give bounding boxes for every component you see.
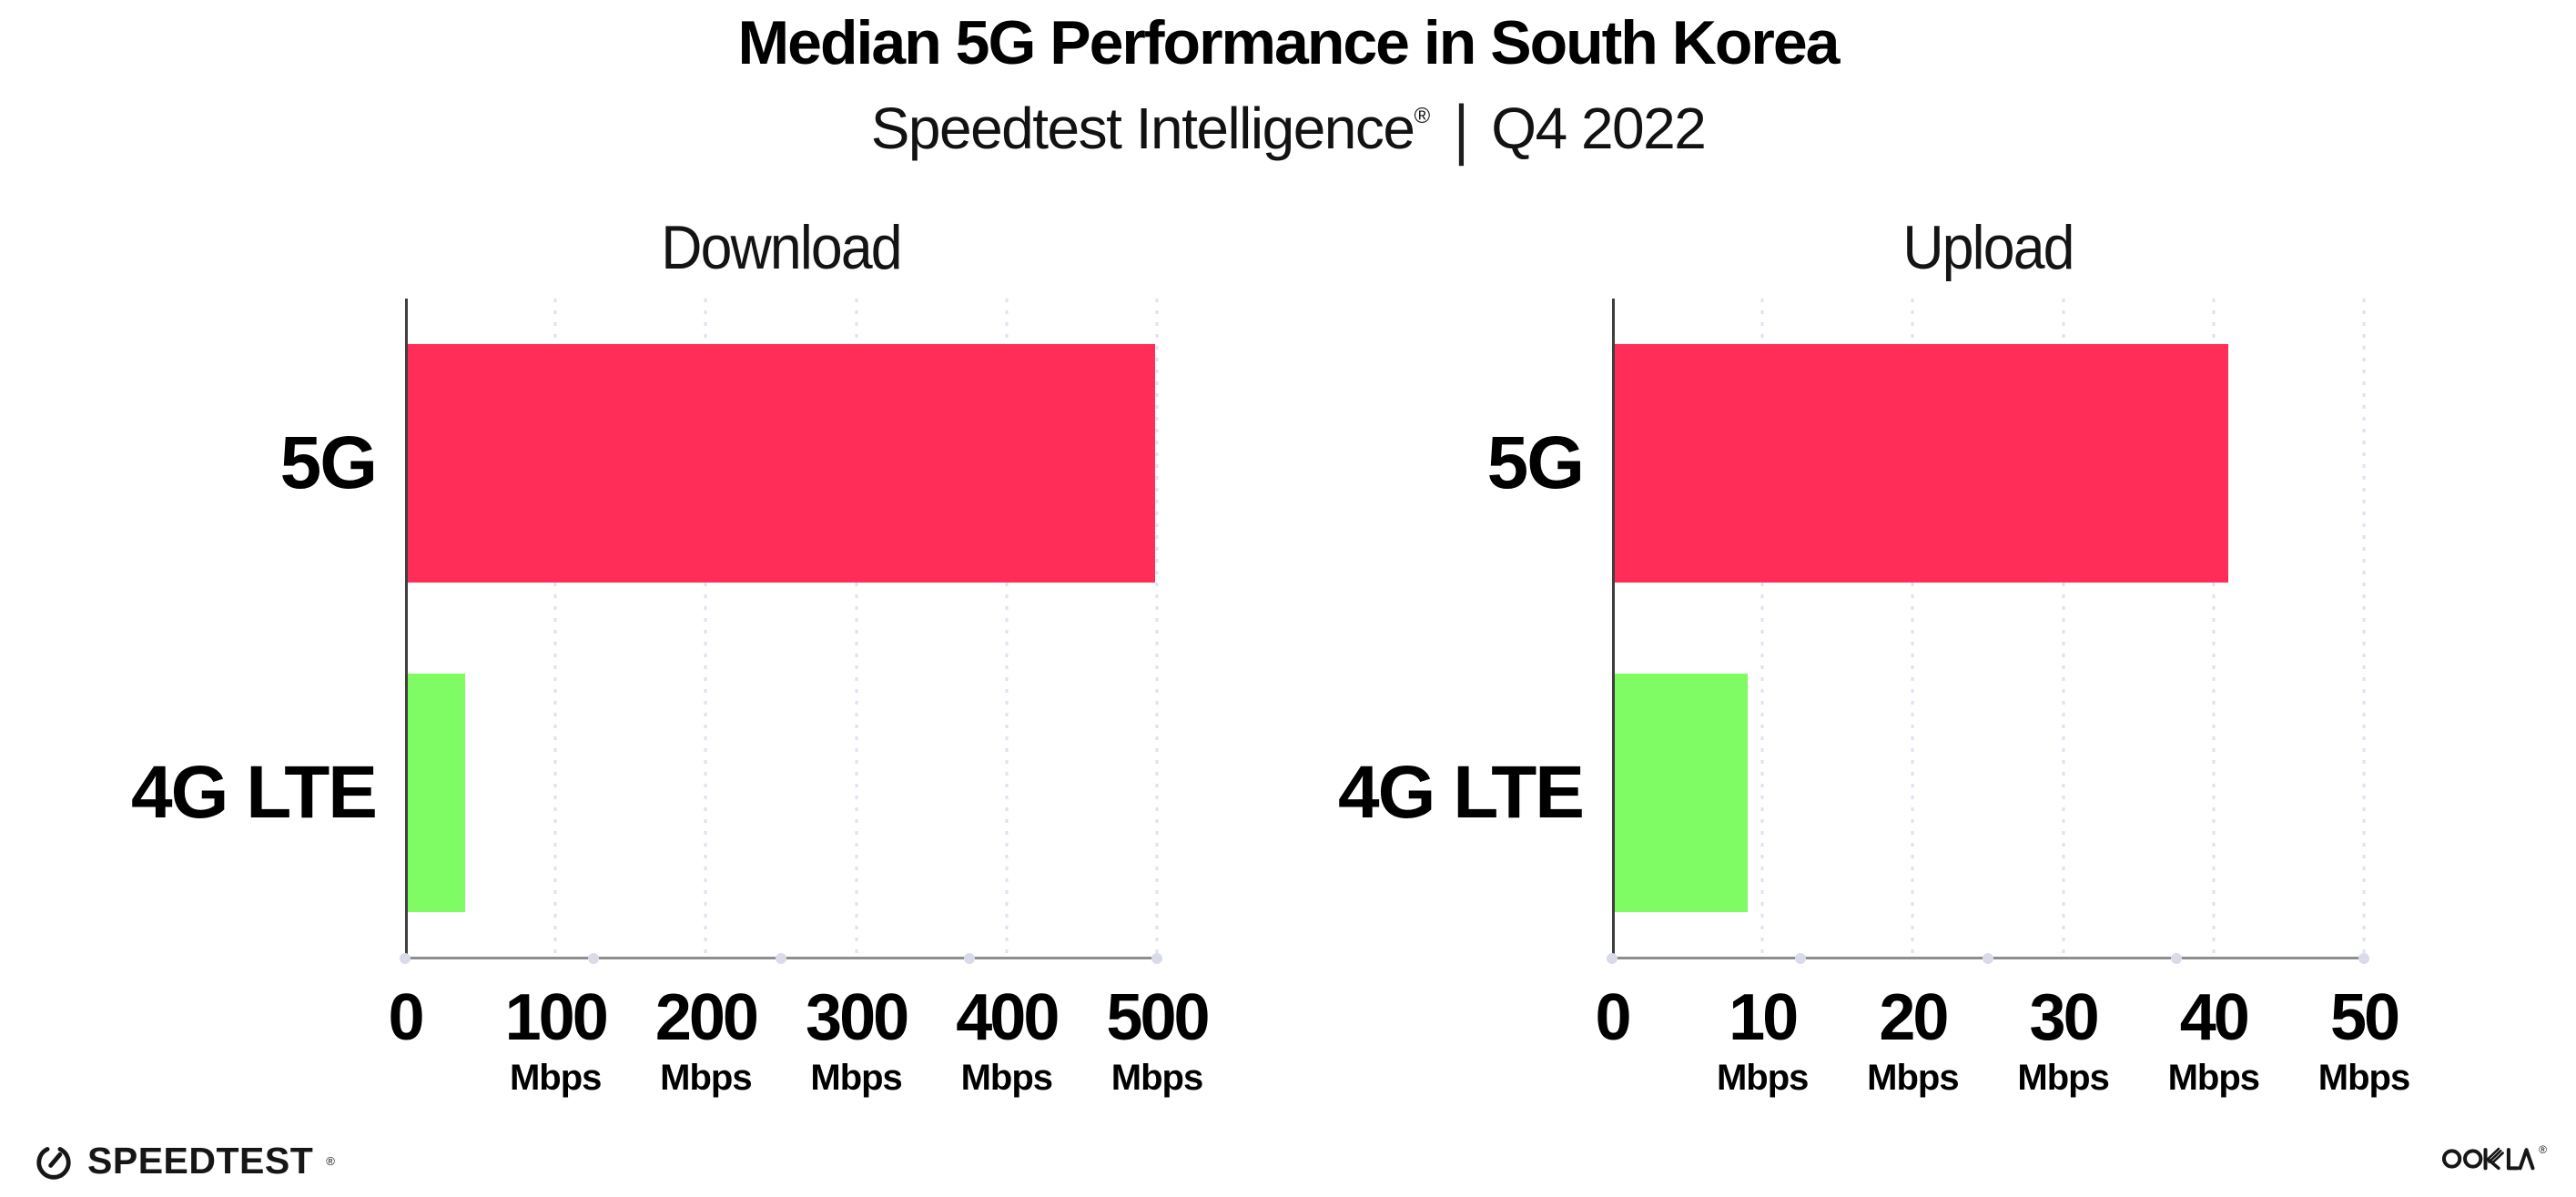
bar-4g-lte — [1612, 673, 1748, 913]
category-label-5g: 5G — [279, 421, 378, 504]
axis-dots-layer — [400, 299, 1162, 964]
axis-dots-layer — [1607, 299, 2369, 964]
x-tick-number: 0 — [1595, 981, 1631, 1054]
x-tick-500: 500 Mbps — [1106, 981, 1210, 1098]
x-tick-number: 0 — [388, 981, 424, 1054]
axis-tick-dot — [587, 953, 599, 964]
page-title: Median 5G Performance in South Korea — [737, 8, 1841, 77]
ookla-wordmark-icon — [2442, 1147, 2535, 1171]
upload-plot-area: 5G 4G LTE — [1338, 299, 2369, 964]
x-tick-unit: Mbps — [1716, 1058, 1809, 1098]
gridline-40 — [2212, 299, 2216, 958]
category-label-5g: 5G — [1486, 421, 1585, 504]
y-axis-line — [405, 299, 408, 958]
download-chart: Download 5G 4G LTE 0 100 Mbps 200 Mbps 300 Mbps… — [131, 217, 1211, 1096]
x-tick-number: 300 — [806, 981, 909, 1054]
x-tick-number: 500 — [1106, 981, 1210, 1054]
x-tick-number: 50 — [2329, 981, 2400, 1054]
subtitle-brand: Speedtest Intelligence — [870, 96, 1415, 161]
axis-tick-dot — [1151, 953, 1162, 964]
x-tick-300: 300 Mbps — [806, 981, 909, 1098]
speedtest-registered-symbol: ® — [326, 1153, 335, 1168]
bar-5g — [405, 343, 1156, 583]
download-plot-area: 5G 4G LTE — [131, 299, 1162, 964]
x-tick-number: 30 — [2029, 981, 2100, 1054]
x-tick-0: 0 — [1595, 981, 1631, 1054]
speedtest-gauge-icon — [36, 1147, 71, 1180]
x-tick-unit: Mbps — [2167, 1058, 2260, 1098]
x-tick-unit: Mbps — [509, 1058, 602, 1098]
axis-tick-dot — [776, 953, 786, 964]
category-labels-layer: 5G 4G LTE — [131, 299, 1157, 958]
upload-chart-title: Upload — [1902, 213, 2074, 282]
axis-tick-dot — [400, 953, 411, 964]
gridline-300 — [855, 299, 858, 958]
x-tick-unit: Mbps — [2017, 1058, 2109, 1098]
ookla-logo: ® — [2441, 1143, 2547, 1172]
category-label-4g-lte: 4G LTE — [131, 751, 378, 834]
gridline-10 — [1760, 299, 1764, 958]
gridline-layer — [1612, 299, 2366, 958]
x-tick-unit: Mbps — [1111, 1058, 1203, 1098]
x-tick-unit: Mbps — [960, 1058, 1053, 1098]
speedtest-logo: SPEEDTEST ® — [33, 1140, 335, 1182]
gridline-50 — [2362, 299, 2366, 958]
x-tick-labels-layer: 0 100 Mbps 200 Mbps 300 Mbps 400 Mbps 500 Mbps — [388, 981, 1210, 1112]
bars-layer — [405, 299, 1157, 958]
x-tick-50: 50 Mbps — [2317, 981, 2410, 1098]
gridline-30 — [2062, 299, 2065, 958]
page-subtitle: Speedtest Intelligence® | Q4 2022 — [0, 91, 2576, 165]
x-tick-number: 400 — [956, 981, 1060, 1054]
axis-tick-dot — [1607, 953, 1618, 964]
speedtest-wordmark: SPEEDTEST — [87, 1139, 314, 1182]
y-axis-line — [1612, 299, 1615, 958]
gridline-100 — [553, 299, 557, 958]
x-tick-20: 20 Mbps — [1867, 981, 1959, 1098]
gridline-layer — [405, 299, 1159, 958]
x-tick-0: 0 — [388, 981, 424, 1054]
ookla-registered-symbol: ® — [2539, 1143, 2547, 1156]
x-tick-number: 40 — [2179, 981, 2250, 1054]
x-tick-unit: Mbps — [2317, 1058, 2410, 1098]
bar-5g — [1612, 343, 2229, 583]
upload-chart: Upload 5G 4G LTE 0 10 Mbps 20 Mbps 30 Mbps 40 Mbp… — [1338, 217, 2410, 1096]
x-tick-10: 10 Mbps — [1716, 981, 1809, 1098]
x-tick-unit: Mbps — [810, 1058, 902, 1098]
x-tick-400: 400 Mbps — [956, 981, 1060, 1098]
registered-trademark-symbol: ® — [1414, 104, 1431, 128]
x-tick-unit: Mbps — [660, 1058, 752, 1098]
x-tick-number: 100 — [504, 981, 609, 1054]
x-tick-30: 30 Mbps — [2017, 981, 2109, 1098]
category-labels-layer: 5G 4G LTE — [1338, 299, 2364, 958]
x-tick-100: 100 Mbps — [504, 981, 609, 1098]
axis-tick-dot — [963, 953, 975, 964]
download-chart-title: Download — [661, 213, 902, 282]
x-tick-unit: Mbps — [1867, 1058, 1959, 1098]
gridline-20 — [1911, 299, 1914, 958]
bars-layer — [1612, 299, 2364, 958]
subtitle-period: Q4 2022 — [1491, 96, 1707, 161]
x-tick-number: 200 — [654, 981, 759, 1054]
gridline-200 — [704, 299, 707, 958]
axis-tick-dot — [2170, 953, 2182, 964]
gridline-500 — [1155, 299, 1159, 958]
axis-tick-dot — [1983, 953, 1993, 964]
x-tick-number: 20 — [1879, 981, 1949, 1054]
subtitle-separator: | — [1454, 90, 1469, 167]
gridline-400 — [1005, 299, 1009, 958]
bar-4g-lte — [405, 673, 466, 913]
x-tick-200: 200 Mbps — [654, 981, 759, 1098]
axis-tick-dot — [1794, 953, 1806, 964]
axis-tick-dot — [2358, 953, 2369, 964]
x-tick-number: 10 — [1729, 981, 1799, 1054]
category-label-4g-lte: 4G LTE — [1338, 751, 1585, 834]
x-tick-labels-layer: 0 10 Mbps 20 Mbps 30 Mbps 40 Mbps 50 Mbps — [1595, 981, 2410, 1112]
x-tick-40: 40 Mbps — [2167, 981, 2260, 1098]
